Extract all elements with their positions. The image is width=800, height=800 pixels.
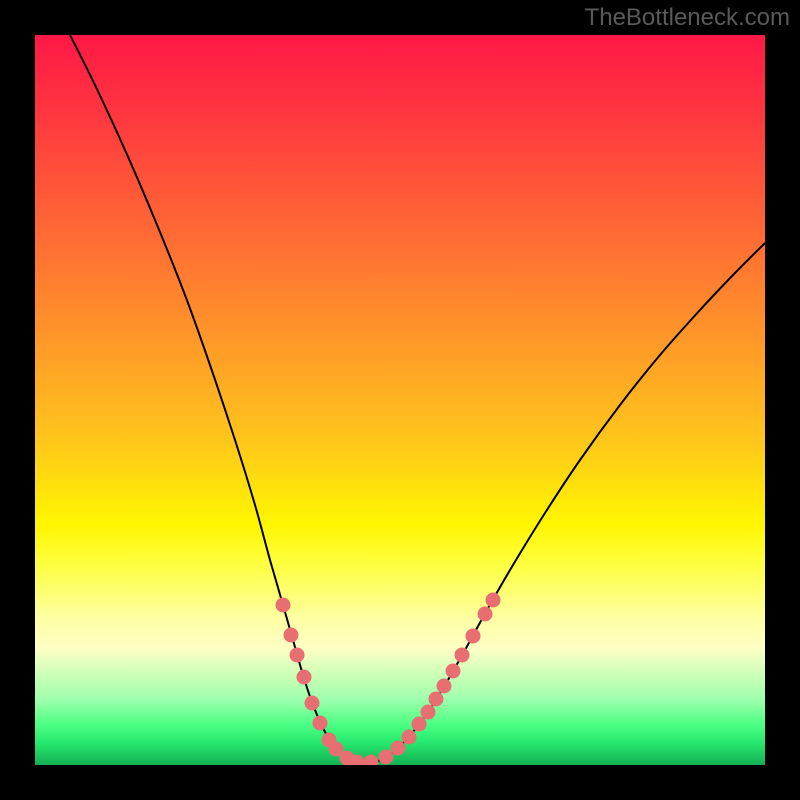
data-point-dot: [379, 750, 394, 765]
data-point-dot: [284, 628, 299, 643]
data-point-dot: [313, 716, 328, 731]
data-point-dot: [466, 629, 481, 644]
data-point-dot: [297, 670, 312, 685]
data-point-dot: [305, 696, 320, 711]
data-point-dot: [402, 730, 417, 745]
data-point-dot: [486, 593, 501, 608]
data-point-dot: [429, 692, 444, 707]
data-point-dot: [412, 717, 427, 732]
data-point-dot: [455, 648, 470, 663]
watermark-text: TheBottleneck.com: [585, 4, 790, 32]
data-point-dot: [290, 648, 305, 663]
data-point-dot: [437, 679, 452, 694]
data-point-dot: [478, 607, 493, 622]
data-point-dot: [276, 598, 291, 613]
data-point-dot: [364, 755, 379, 766]
data-point-dot: [421, 705, 436, 720]
data-point-dot: [391, 741, 406, 756]
chart-container: TheBottleneck.com: [0, 0, 800, 800]
data-point-dot: [446, 664, 461, 679]
plot-area: [35, 35, 765, 765]
curve-dots-overlay: [35, 35, 765, 765]
